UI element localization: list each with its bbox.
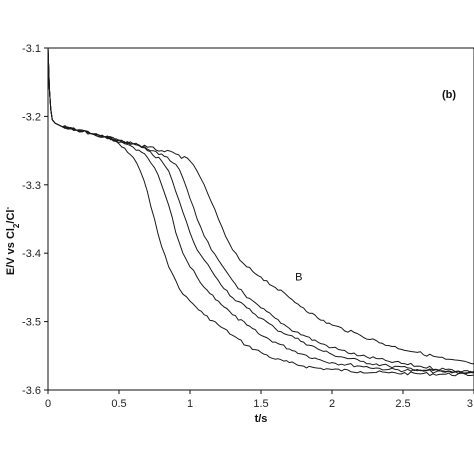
x-tick-label: 0.5 <box>111 398 126 410</box>
y-tick-label: -3.2 <box>22 111 41 123</box>
y-tick-label: -3.4 <box>22 248 41 260</box>
series-line-2 <box>47 47 474 375</box>
y-tick-label: -3.3 <box>22 180 41 192</box>
y-axis-title-tail: /Cl <box>5 210 17 224</box>
x-tick-label: 2 <box>329 398 335 410</box>
series-line-3 <box>47 47 474 374</box>
x-axis-ticks: 0 0.5 1 1.5 2 2.5 3 <box>45 390 474 410</box>
y-axis-title-sub: 2 <box>12 223 21 228</box>
curve-annotation-b: B <box>295 272 302 284</box>
y-axis-title-sup: - <box>3 207 12 210</box>
plot-frame <box>47 47 474 391</box>
x-tick-label: 0 <box>45 398 51 410</box>
y-tick-label: -3.1 <box>22 43 41 55</box>
series-group <box>47 47 474 377</box>
x-tick-label: 2.5 <box>395 398 410 410</box>
x-tick-label: 1 <box>187 398 193 410</box>
series-line-4 <box>47 47 474 373</box>
y-axis-ticks: -3.6 -3.5 -3.4 -3.3 -3.2 -3.1 <box>22 43 48 397</box>
panel-label: (b) <box>442 89 456 101</box>
x-tick-label: 1.5 <box>253 398 268 410</box>
y-tick-label: -3.5 <box>22 317 41 329</box>
series-line-5 <box>47 47 474 365</box>
y-axis-title-main: E/V vs Cl <box>5 228 17 275</box>
y-axis-title: E/V vs Cl2/Cl- <box>3 207 21 276</box>
y-tick-label: -3.6 <box>22 385 41 397</box>
x-tick-label: 3 <box>467 398 473 410</box>
x-axis-title: t/s <box>255 413 268 425</box>
series-line-1 <box>47 47 474 377</box>
